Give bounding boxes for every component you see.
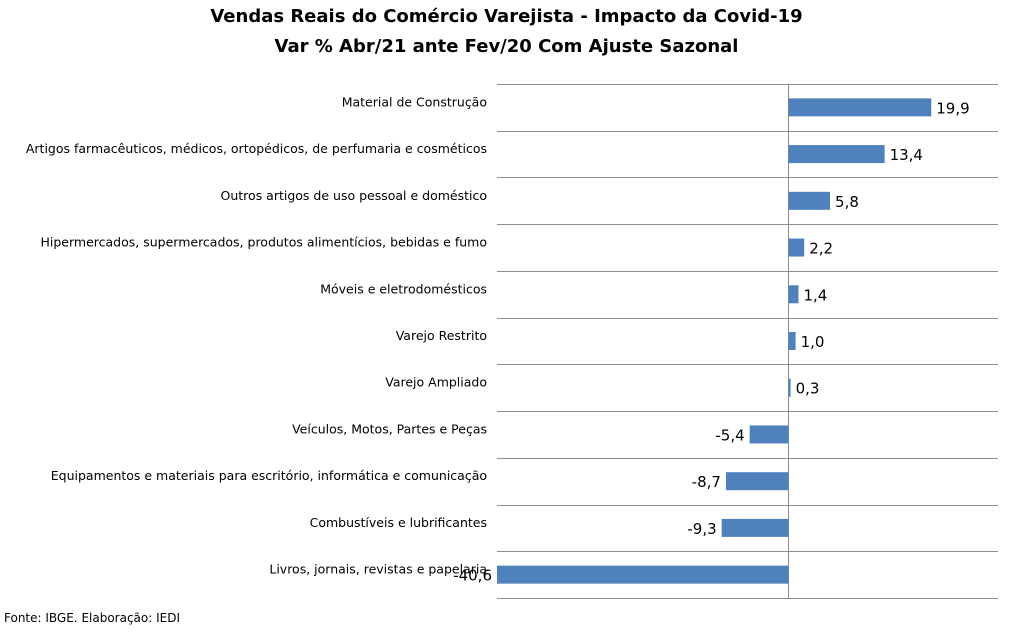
data-label: 19,9 xyxy=(936,99,969,117)
bar xyxy=(725,472,789,491)
category-label: Varejo Restrito xyxy=(396,328,487,343)
data-label: -5,4 xyxy=(715,426,744,444)
bar xyxy=(749,425,789,444)
data-label: 1,4 xyxy=(803,286,827,304)
chart-title: Vendas Reais do Comércio Varejista - Imp… xyxy=(210,6,803,27)
data-label: 1,0 xyxy=(801,333,825,351)
bar xyxy=(788,285,799,304)
bar xyxy=(788,145,885,164)
category-label: Móveis e eletrodomésticos xyxy=(320,281,487,296)
category-label: Varejo Ampliado xyxy=(385,375,487,390)
bar xyxy=(497,565,789,584)
category-label: Outros artigos de uso pessoal e doméstic… xyxy=(221,188,487,203)
source-note: Fonte: IBGE. Elaboração: IEDI xyxy=(4,611,181,625)
category-label: Artigos farmacêuticos, médicos, ortopédi… xyxy=(26,141,487,156)
category-label: Hipermercados, supermercados, produtos a… xyxy=(41,235,488,250)
bar xyxy=(721,518,789,537)
bar xyxy=(788,332,796,350)
data-label: -9,3 xyxy=(687,520,716,538)
bar xyxy=(788,238,805,257)
category-label: Material de Construção xyxy=(342,94,487,109)
data-label: 2,2 xyxy=(809,240,833,258)
data-label: -8,7 xyxy=(692,473,721,491)
category-label: Combustíveis e lubrificantes xyxy=(310,515,487,530)
bar xyxy=(788,378,791,397)
data-label: 13,4 xyxy=(890,146,923,164)
chart-subtitle: Var % Abr/21 ante Fev/20 Com Ajuste Sazo… xyxy=(274,36,739,57)
category-label: Livros, jornais, revistas e papelaria xyxy=(269,562,487,577)
bar xyxy=(788,98,932,117)
bar xyxy=(788,191,831,210)
category-label: Veículos, Motos, Partes e Peças xyxy=(292,421,487,436)
data-label: 5,8 xyxy=(835,193,859,211)
data-label: 0,3 xyxy=(796,380,820,398)
data-label: -40,6 xyxy=(453,567,492,585)
category-label: Equipamentos e materiais para escritório… xyxy=(51,468,487,483)
